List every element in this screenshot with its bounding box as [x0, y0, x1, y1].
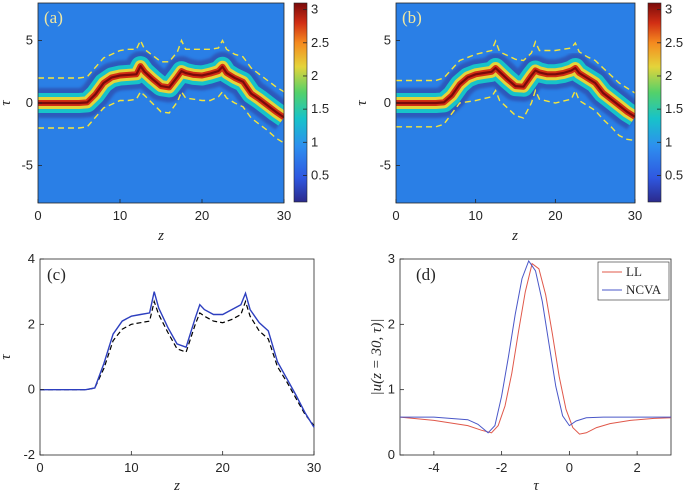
panel-d: -4 -2 0 2 3 2 1 0 (d) τ |u(z = 30, τ)| LL NCVA — [369, 251, 672, 494]
colorbar-gradient — [647, 2, 662, 203]
y-axis-label: |u(z = 30, τ)| — [369, 318, 385, 395]
x-tick-label: 20 — [548, 208, 562, 223]
colorbar-tick-label: 1.5 — [311, 101, 329, 116]
legend-ll-label: LL — [626, 264, 642, 279]
axes-box — [39, 258, 315, 456]
upper-boundary-line — [38, 38, 284, 93]
x-axis-label: z — [511, 228, 518, 244]
y-tick-label: 5 — [26, 33, 33, 48]
y-tick-label: 0 — [28, 382, 35, 397]
solid-series-line — [40, 291, 315, 428]
x-tick-label: 0 — [36, 460, 43, 475]
y-ticks: 5 0 -5 — [21, 33, 42, 173]
x-tick-label: 30 — [307, 460, 321, 475]
colorbar-tick-label: 2.5 — [311, 35, 329, 50]
panel-label: (c) — [47, 265, 66, 284]
legend-box — [597, 261, 670, 301]
trajectory-line — [38, 65, 284, 119]
upper-boundary-line — [396, 39, 635, 94]
x-tick-label: 0 — [566, 460, 573, 475]
colorbar-tick-label: 2 — [665, 68, 672, 83]
x-axis-label: z — [157, 228, 164, 244]
y-ticks: 3 2 1 0 — [388, 251, 404, 462]
x-tick-label: 30 — [628, 208, 642, 223]
colorbar-tick-label: 3 — [311, 2, 318, 17]
dashed-series-line — [40, 299, 315, 426]
panel-label: (a) — [44, 8, 63, 27]
x-ticks: -4 -2 0 2 — [428, 451, 641, 475]
x-axis-label: τ — [533, 478, 539, 494]
soliton-beam — [38, 38, 284, 144]
y-axis-label: τ — [354, 100, 370, 106]
y-axis-label: τ — [0, 100, 14, 106]
y-tick-label: 0 — [384, 95, 391, 110]
y-tick-label: 5 — [384, 33, 391, 48]
y-tick-label: 1 — [388, 382, 395, 397]
x-tick-label: 2 — [634, 460, 641, 475]
x-tick-label: -4 — [428, 460, 440, 475]
x-tick-label: 20 — [215, 460, 229, 475]
colorbar-gradient — [293, 2, 308, 203]
y-tick-label: 0 — [388, 447, 395, 462]
panel-a: 0 10 20 30 5 0 -5 (a) z τ 3 2.5 2 1.5 1 0.5 — [0, 2, 329, 244]
y-ticks: 4 2 0 -2 — [23, 251, 44, 462]
y-tick-label: 2 — [388, 316, 395, 331]
colorbar-tick-label: 1 — [311, 134, 318, 149]
x-tick-label: 10 — [124, 460, 138, 475]
y-tick-label: -2 — [23, 447, 35, 462]
y-tick-label: 2 — [28, 316, 35, 331]
panel-label: (d) — [416, 265, 436, 284]
colorbar-tick-label: 1 — [665, 134, 672, 149]
x-tick-label: 0 — [392, 208, 399, 223]
x-ticks: 0 10 20 30 — [34, 199, 291, 223]
lower-boundary-line — [38, 90, 284, 144]
y-tick-label: 4 — [28, 251, 35, 266]
y-tick-label: 0 — [26, 95, 33, 110]
trajectory-line — [396, 66, 635, 118]
colorbar-ticks: 3 2.5 2 1.5 1 0.5 — [657, 2, 683, 182]
y-tick-label: 3 — [388, 251, 395, 266]
y-ticks: 5 0 -5 — [379, 33, 400, 173]
soliton-beam — [396, 39, 635, 142]
colorbar-tick-label: 1.5 — [665, 101, 683, 116]
y-tick-label: -5 — [379, 158, 391, 173]
x-ticks: 0 10 20 30 — [36, 451, 321, 475]
x-tick-label: -2 — [496, 460, 508, 475]
colorbar-ticks: 3 2.5 2 1.5 1 0.5 — [303, 2, 329, 182]
y-axis-label: τ — [0, 354, 14, 360]
panel-b: 0 10 20 30 5 0 -5 (b) z τ 3 2.5 2 1.5 1 0.5 — [354, 2, 683, 244]
x-tick-label: 10 — [113, 208, 127, 223]
colorbar: 3 2.5 2 1.5 1 0.5 — [293, 2, 329, 203]
colorbar-tick-label: 2.5 — [665, 35, 683, 50]
colorbar-tick-label: 0.5 — [665, 167, 683, 182]
x-tick-label: 20 — [195, 208, 209, 223]
x-ticks: 0 10 20 30 — [392, 199, 642, 223]
x-tick-label: 0 — [34, 208, 41, 223]
x-axis-label: z — [173, 478, 180, 494]
legend: LL NCVA — [597, 261, 670, 301]
panel-label: (b) — [402, 8, 422, 27]
x-tick-label: 30 — [277, 208, 291, 223]
y-tick-label: -5 — [21, 158, 33, 173]
colorbar: 3 2.5 2 1.5 1 0.5 — [647, 2, 683, 203]
ll-series-line — [399, 262, 672, 435]
ncva-series-line — [400, 259, 671, 434]
x-tick-label: 10 — [468, 208, 482, 223]
colorbar-tick-label: 2 — [311, 68, 318, 83]
colorbar-tick-label: 3 — [665, 2, 672, 17]
legend-ncva-label: NCVA — [626, 282, 662, 297]
colorbar-tick-label: 0.5 — [311, 167, 329, 182]
lower-boundary-line — [396, 88, 635, 142]
